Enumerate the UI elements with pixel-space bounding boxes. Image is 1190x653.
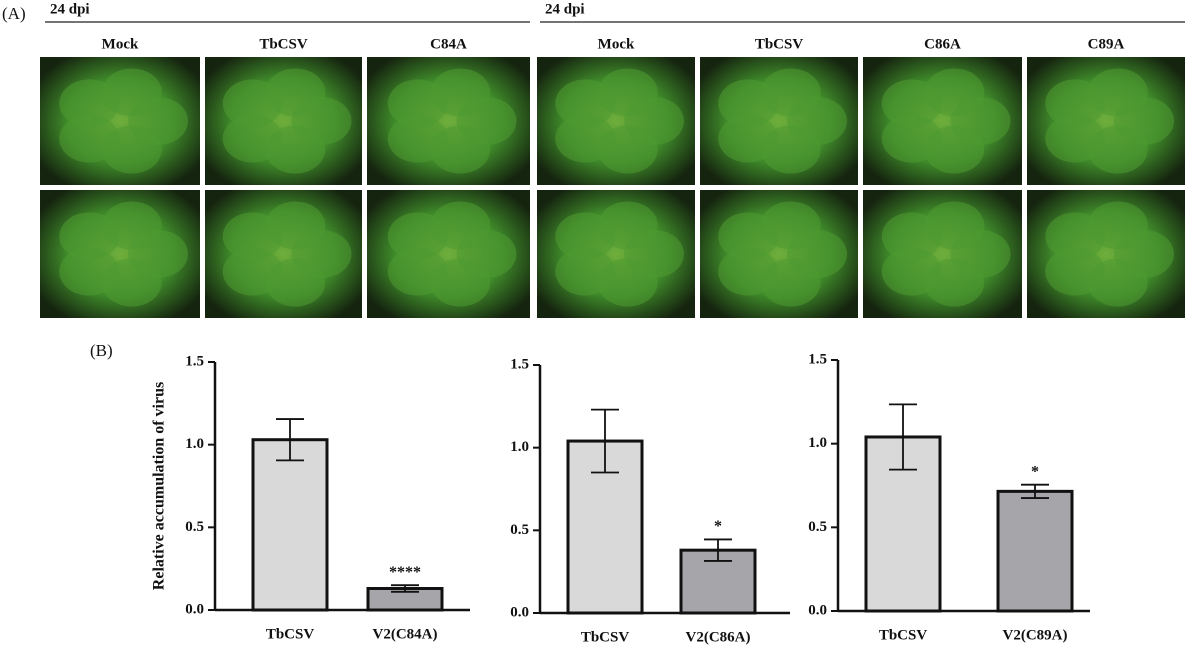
leaf <box>387 114 448 163</box>
leaf <box>718 247 779 296</box>
significance-label: * <box>714 518 722 535</box>
x-tick-label: TbCSV <box>581 629 630 645</box>
leaf <box>1087 201 1148 250</box>
x-tick-label: V2(C89A) <box>1003 627 1068 643</box>
significance-label: **** <box>389 564 421 581</box>
column-label: TbCSV <box>755 36 804 52</box>
leaf <box>430 68 491 117</box>
column-label: C89A <box>1088 36 1125 52</box>
leaf <box>101 201 162 250</box>
leaf <box>881 114 942 163</box>
column-label: Mock <box>102 36 139 52</box>
error-bar <box>1021 483 1049 499</box>
column-label: Mock <box>598 36 635 52</box>
significance-label: * <box>1031 463 1039 480</box>
bar <box>996 489 1074 613</box>
column-label: TbCSV <box>259 36 308 52</box>
group-title: 24 dpi <box>545 1 585 17</box>
leaf <box>265 201 326 250</box>
bar <box>251 438 329 612</box>
leaf <box>555 114 616 163</box>
leaf <box>924 68 985 117</box>
y-tick-label: 0.5 <box>185 519 204 535</box>
leaf <box>1045 114 1106 163</box>
y-tick-label: 1.5 <box>510 356 529 372</box>
leaf <box>1087 68 1148 117</box>
leaf <box>387 247 448 296</box>
column-label: C84A <box>430 36 467 52</box>
group-title: 24 dpi <box>50 1 90 17</box>
y-tick-label: 1.0 <box>808 435 827 451</box>
leaf <box>59 247 120 296</box>
leaf <box>597 68 658 117</box>
leaf <box>222 114 283 163</box>
y-tick-label: 0.5 <box>808 519 827 535</box>
y-tick-label: 1.0 <box>510 439 529 455</box>
leaf <box>59 114 120 163</box>
y-tick-label: 1.5 <box>185 353 204 369</box>
panel-a: 24 dpi Mock TbCSV C84A 24 dpi Mock TbCSV C86A C8… <box>40 1 1185 318</box>
column-label: C86A <box>924 36 961 52</box>
panel-b: 0.0 0.5 1.0 1.5 Relative accumulation of vir… <box>151 351 1090 645</box>
panel-label: (A) <box>2 4 26 23</box>
x-tick-label: V2(C86A) <box>686 629 751 645</box>
leaf <box>718 114 779 163</box>
y-tick-label: 0.0 <box>185 601 204 617</box>
x-tick-label: V2(C84A) <box>373 626 438 642</box>
leaf <box>265 68 326 117</box>
y-tick-label: 0.0 <box>510 604 529 620</box>
y-tick-label: 0.0 <box>808 602 827 618</box>
leaf <box>760 68 821 117</box>
y-axis-label: Relative accumulation of virus <box>151 382 168 590</box>
leaf <box>924 201 985 250</box>
leaf <box>222 247 283 296</box>
y-tick-label: 1.0 <box>185 436 204 452</box>
error-bar <box>276 418 304 462</box>
error-bar <box>704 538 732 562</box>
y-tick-label: 1.5 <box>808 351 827 367</box>
leaf <box>1045 247 1106 296</box>
leaf <box>555 247 616 296</box>
leaf <box>760 201 821 250</box>
leaf <box>881 247 942 296</box>
x-tick-label: TbCSV <box>266 626 315 642</box>
leaf <box>597 201 658 250</box>
error-bar <box>889 403 917 471</box>
y-tick-label: 0.5 <box>510 522 529 538</box>
panel-label: (B) <box>90 341 113 360</box>
leaf <box>101 68 162 117</box>
error-bar <box>391 584 419 593</box>
error-bar <box>591 408 619 474</box>
leaf <box>430 201 491 250</box>
x-tick-label: TbCSV <box>879 627 928 643</box>
